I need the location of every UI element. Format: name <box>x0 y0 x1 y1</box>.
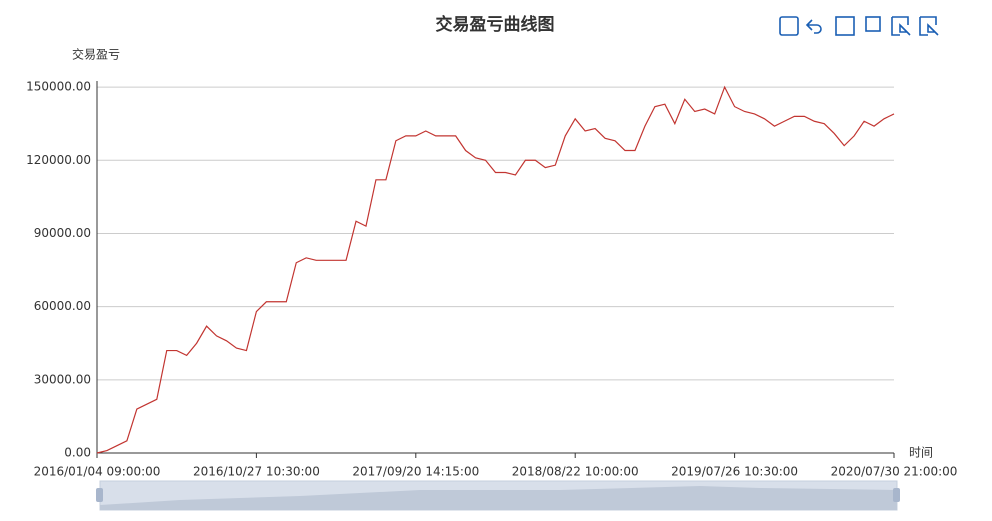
x-tick-label: 2019/07/26 10:30:00 <box>671 465 798 479</box>
toolbox[interactable] <box>779 16 939 36</box>
x-tick-label: 2016/10/27 10:30:00 <box>193 465 320 479</box>
tool-data-view[interactable] <box>779 16 799 36</box>
y-tick-label: 0.00 <box>64 446 91 460</box>
x-tick-label: 2016/01/04 09:00:00 <box>34 465 161 479</box>
y-tick-label: 150000.00 <box>26 80 91 94</box>
data-line <box>96 85 895 454</box>
tool-restore[interactable] <box>805 19 822 34</box>
x-axis-label: 时间 <box>909 446 933 460</box>
x-tick-label: 2017/09/20 14:15:00 <box>352 465 479 479</box>
y-axis-label: 交易盈亏 <box>72 47 120 62</box>
y-tick-label: 120000.00 <box>26 153 91 167</box>
y-tick-label: 30000.00 <box>34 372 91 386</box>
tool-select[interactable] <box>891 16 911 36</box>
zoom-preview <box>100 486 897 510</box>
chart-title: 交易盈亏曲线图 <box>436 14 555 35</box>
zoom-handle-right[interactable] <box>893 488 900 502</box>
x-tick-label: 2018/08/22 10:00:00 <box>512 465 639 479</box>
tool-save[interactable] <box>865 16 881 32</box>
zoom-handle-left[interactable] <box>96 488 103 502</box>
y-tick-label: 60000.00 <box>34 299 91 313</box>
tool-zoom[interactable] <box>835 16 855 36</box>
data-zoom[interactable] <box>96 480 900 511</box>
y-tick-label: 90000.00 <box>34 226 91 240</box>
x-tick-label: 2020/07/30 21:00:00 <box>831 465 958 479</box>
tool-clear[interactable] <box>919 16 939 36</box>
